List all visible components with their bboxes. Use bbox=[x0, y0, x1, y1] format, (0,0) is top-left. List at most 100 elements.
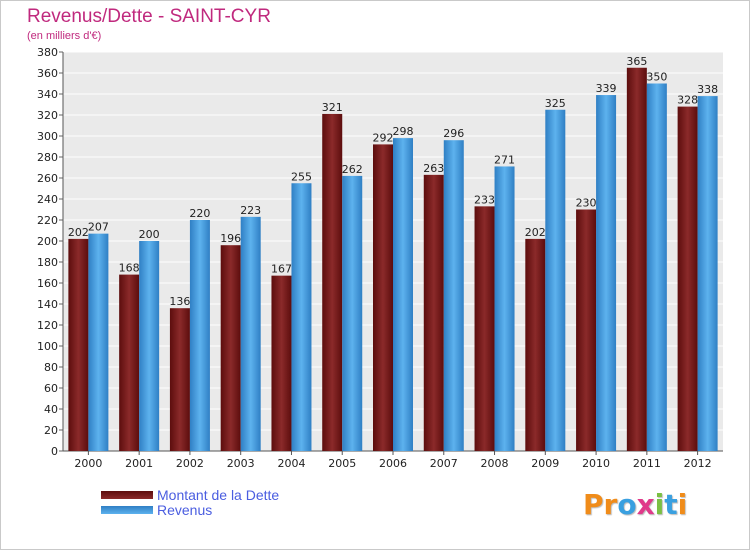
bar-dette bbox=[119, 274, 140, 451]
y-tick-label: 0 bbox=[51, 445, 58, 458]
data-label-dette: 365 bbox=[626, 55, 647, 68]
bar-revenus bbox=[646, 83, 667, 451]
y-tick-label: 100 bbox=[37, 340, 58, 353]
x-tick-label: 2003 bbox=[227, 457, 255, 470]
y-tick-label: 380 bbox=[37, 46, 58, 59]
x-tick-label: 2010 bbox=[582, 457, 610, 470]
data-label-dette: 328 bbox=[677, 94, 698, 107]
logo-letter: i bbox=[677, 488, 688, 521]
logo-letter: r bbox=[603, 488, 618, 521]
y-tick-label: 180 bbox=[37, 256, 58, 269]
y-tick-label: 220 bbox=[37, 214, 58, 227]
x-tick-label: 2009 bbox=[531, 457, 559, 470]
bar-dette bbox=[271, 275, 292, 451]
logo-letter: i bbox=[654, 488, 665, 521]
bar-dette bbox=[576, 209, 597, 451]
y-tick-label: 160 bbox=[37, 277, 58, 290]
legend-label-revenus: Revenus bbox=[157, 501, 213, 518]
legend-swatch-revenus bbox=[101, 505, 153, 514]
data-label-dette: 196 bbox=[220, 232, 241, 245]
chart-subtitle: (en milliers d'€) bbox=[27, 30, 102, 42]
data-label-dette: 202 bbox=[68, 226, 89, 239]
y-tick-label: 320 bbox=[37, 109, 58, 122]
bar-revenus bbox=[596, 95, 617, 452]
bar-dette bbox=[220, 245, 241, 451]
y-tick-label: 200 bbox=[37, 235, 58, 248]
data-label-revenus: 262 bbox=[342, 163, 363, 176]
logo-letter: t bbox=[664, 488, 678, 521]
x-tick-label: 2002 bbox=[176, 457, 204, 470]
y-tick-label: 280 bbox=[37, 151, 58, 164]
data-label-revenus: 298 bbox=[393, 125, 414, 138]
bar-dette bbox=[677, 106, 698, 451]
bar-dette bbox=[169, 308, 190, 451]
bar-revenus bbox=[240, 216, 261, 451]
x-tick-label: 2011 bbox=[633, 457, 661, 470]
data-label-revenus: 255 bbox=[291, 170, 312, 183]
y-tick-label: 80 bbox=[44, 361, 58, 374]
x-tick-label: 2012 bbox=[684, 457, 712, 470]
data-label-revenus: 207 bbox=[88, 221, 109, 234]
y-tick-label: 300 bbox=[37, 130, 58, 143]
bar-revenus bbox=[342, 175, 363, 451]
legend-item-revenus: Revenus bbox=[101, 501, 279, 518]
data-label-dette: 321 bbox=[322, 101, 343, 114]
y-tick-label: 40 bbox=[44, 403, 58, 416]
bar-dette bbox=[322, 113, 343, 451]
bar-revenus bbox=[697, 96, 718, 451]
logo-letter: x bbox=[636, 488, 655, 521]
x-tick-label: 2007 bbox=[430, 457, 458, 470]
legend-label-dette: Montant de la Dette bbox=[157, 486, 280, 503]
bar-revenus bbox=[545, 109, 566, 451]
data-label-dette: 292 bbox=[373, 131, 394, 144]
bar-revenus bbox=[291, 183, 312, 451]
proxiti-logo: Proxiti bbox=[583, 488, 687, 521]
chart-title: Revenus/Dette - SAINT-CYR bbox=[27, 6, 271, 27]
bar-dette bbox=[68, 238, 89, 451]
x-tick-label: 2005 bbox=[328, 457, 356, 470]
x-tick-label: 2004 bbox=[277, 457, 305, 470]
data-label-revenus: 223 bbox=[240, 204, 261, 217]
data-label-dette: 136 bbox=[169, 295, 190, 308]
bar-revenus bbox=[494, 166, 515, 451]
y-tick-label: 240 bbox=[37, 193, 58, 206]
legend: Montant de la Dette Revenus bbox=[101, 486, 280, 518]
y-tick-label: 120 bbox=[37, 319, 58, 332]
x-tick-label: 2000 bbox=[74, 457, 102, 470]
data-label-dette: 230 bbox=[576, 197, 597, 210]
y-tick-label: 20 bbox=[44, 424, 58, 437]
data-label-revenus: 339 bbox=[596, 82, 617, 95]
bar-dette bbox=[525, 238, 546, 451]
y-tick-label: 260 bbox=[37, 172, 58, 185]
data-label-revenus: 350 bbox=[646, 71, 667, 84]
x-tick-label: 2001 bbox=[125, 457, 153, 470]
y-tick-label: 60 bbox=[44, 382, 58, 395]
x-tick-label: 2008 bbox=[481, 457, 509, 470]
x-tick-label: 2006 bbox=[379, 457, 407, 470]
data-label-revenus: 296 bbox=[443, 127, 464, 140]
bar-revenus bbox=[393, 138, 413, 451]
bar-revenus bbox=[189, 220, 210, 451]
data-label-dette: 233 bbox=[474, 193, 495, 206]
y-tick-label: 140 bbox=[37, 298, 58, 311]
data-label-dette: 167 bbox=[271, 263, 292, 276]
bar-dette bbox=[423, 174, 444, 451]
bar-dette bbox=[474, 206, 495, 451]
y-tick-label: 360 bbox=[37, 67, 58, 80]
bar-dette bbox=[373, 144, 393, 451]
bar-dette bbox=[626, 67, 647, 451]
data-label-revenus: 271 bbox=[494, 153, 515, 166]
legend-swatch-dette bbox=[101, 490, 153, 499]
bar-revenus bbox=[443, 140, 464, 451]
logo-letter: o bbox=[617, 488, 637, 521]
logo-letter: P bbox=[583, 488, 604, 521]
data-label-revenus: 220 bbox=[189, 207, 210, 220]
y-tick-label: 340 bbox=[37, 88, 58, 101]
data-label-dette: 263 bbox=[423, 162, 444, 175]
legend-item-dette: Montant de la Dette bbox=[101, 486, 280, 503]
data-label-dette: 168 bbox=[119, 262, 140, 275]
data-label-revenus: 325 bbox=[545, 97, 566, 110]
bar-revenus bbox=[139, 241, 160, 451]
